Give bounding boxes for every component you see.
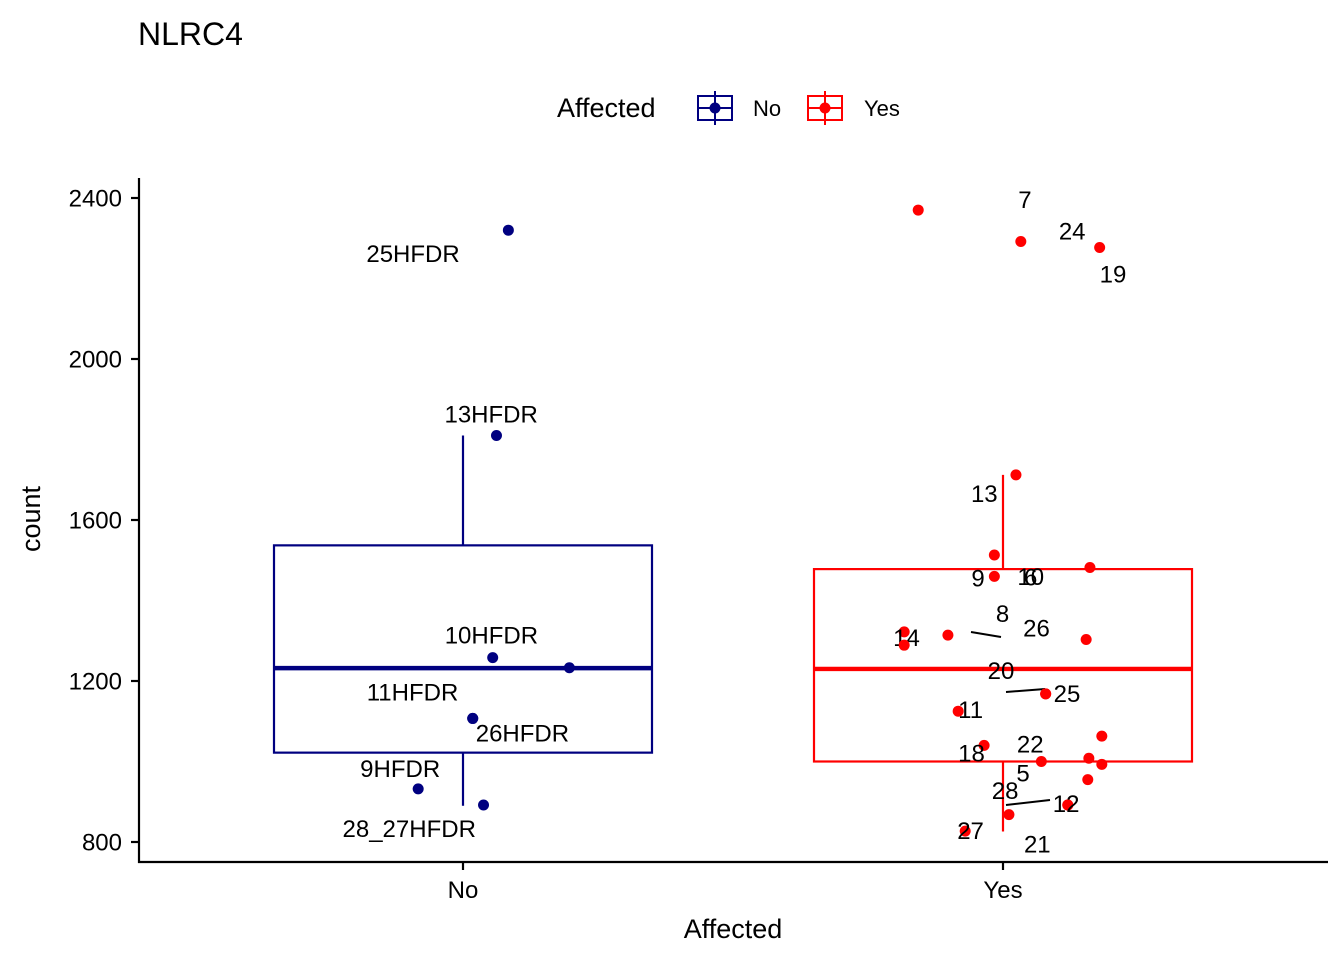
data-point [478, 799, 490, 811]
y-tick-label: 800 [82, 830, 122, 857]
point-label: 11HFDR [367, 679, 459, 706]
point-label: 27 [957, 818, 984, 845]
chart-title: NLRC4 [138, 16, 243, 52]
data-point [490, 429, 502, 441]
data-point [487, 652, 499, 664]
data-point [898, 626, 910, 638]
point-label: 25HFDR [366, 241, 459, 268]
point-label: 26 [1023, 616, 1050, 643]
data-point [1094, 242, 1106, 254]
data-point [1035, 756, 1047, 767]
data-point [912, 204, 924, 216]
data-point [1083, 752, 1095, 764]
point-label: 13HFDR [444, 401, 537, 428]
point-label: 24 [1059, 218, 1086, 245]
y-axis-title: count [16, 485, 46, 552]
point-label: 12 [1053, 791, 1080, 818]
x-tick-label: Yes [983, 877, 1022, 904]
data-point [952, 705, 964, 717]
box-iqr [812, 568, 1194, 763]
data-point [1062, 799, 1074, 811]
data-point [942, 629, 954, 641]
point-label: 22 [1017, 731, 1044, 758]
plot-area: 25HFDR 13HFDR 10HFDR 11HFDR 26HFDR 9HFDR 28_27… [272, 187, 1194, 859]
point-label: 13 [971, 481, 998, 508]
y-tick-label: 2000 [69, 347, 122, 374]
data-point [1082, 774, 1094, 786]
data-point [988, 549, 1000, 561]
legend: Affected No Yes [557, 91, 900, 125]
data-point [502, 224, 514, 236]
data-point [898, 639, 910, 651]
data-point [1010, 469, 1022, 481]
point-label: 25 [1054, 681, 1081, 708]
legend-label-yes: Yes [864, 96, 900, 121]
data-point [988, 570, 1000, 582]
y-tick-label: 2400 [69, 186, 122, 213]
data-point [978, 739, 990, 751]
legend-title: Affected [557, 93, 656, 123]
data-point [412, 783, 424, 795]
legend-label-no: No [753, 96, 781, 121]
data-point [1015, 235, 1027, 247]
x-axis-title: Affected [684, 914, 783, 944]
data-point [1096, 730, 1108, 742]
point-label: 28 [992, 778, 1019, 805]
point-label: 18 [958, 740, 985, 767]
label-leader-line [970, 631, 1002, 638]
point-label: 26HFDR [476, 720, 569, 747]
legend-key-yes [807, 91, 843, 125]
point-label: 5 [1016, 761, 1029, 788]
legend-key-no [697, 91, 733, 125]
point-label: 8 [996, 601, 1009, 628]
point-label: 28_27HFDR [343, 816, 476, 843]
point-label: 11 [958, 697, 983, 724]
label-leader-line [1005, 688, 1046, 693]
data-point [1040, 688, 1052, 700]
point-label: 10 [1017, 564, 1044, 591]
point-label: 21 [1024, 832, 1051, 859]
point-label: 7 [1018, 187, 1031, 214]
box-iqr [272, 544, 654, 754]
point-label: 9HFDR [360, 756, 440, 783]
data-point [1003, 809, 1015, 821]
point-label: 10HFDR [445, 623, 538, 650]
data-point [959, 825, 971, 837]
y-tick-label: 1200 [69, 669, 122, 696]
point-label: 9 [971, 565, 984, 592]
point-label: 20 [988, 658, 1015, 685]
data-point [467, 712, 479, 724]
point-label: 6 [1024, 564, 1037, 591]
point-label: 19 [1100, 262, 1127, 289]
data-point [1080, 634, 1092, 646]
label-leader-line [1005, 799, 1051, 806]
data-point [1084, 561, 1096, 573]
data-point [563, 662, 575, 674]
data-point [1096, 758, 1108, 770]
y-tick-label: 1600 [69, 508, 122, 535]
x-tick-label: No [448, 877, 479, 904]
